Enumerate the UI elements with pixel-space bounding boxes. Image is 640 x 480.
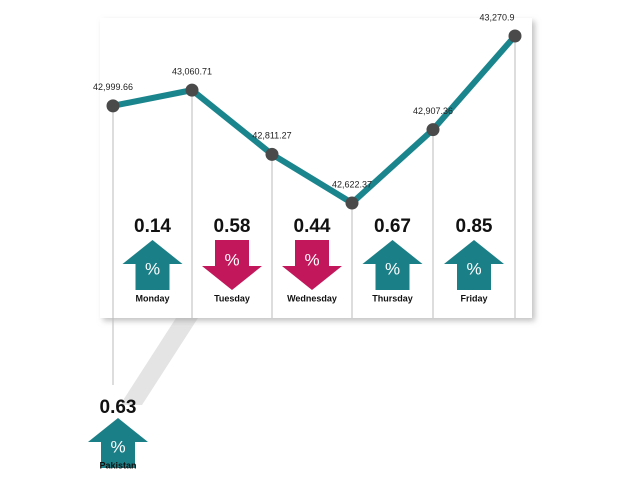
day-label: Monday xyxy=(135,293,169,303)
day-label: Thursday xyxy=(372,293,413,303)
point xyxy=(265,147,279,161)
day-label: Tuesday xyxy=(214,293,250,303)
point xyxy=(106,99,120,113)
panel-connector xyxy=(120,318,198,405)
point xyxy=(345,196,359,210)
change-arrow xyxy=(444,240,504,290)
value-label: 42,811.27 xyxy=(252,131,291,141)
change-arrow xyxy=(362,240,423,290)
point xyxy=(185,83,199,97)
value-label: 42,622.37 xyxy=(332,179,372,189)
percent-symbol: % xyxy=(466,259,481,278)
percent-symbol: % xyxy=(110,437,125,456)
change-arrow xyxy=(282,240,342,290)
price-line xyxy=(112,34,518,206)
summary-value: 0.63 xyxy=(100,397,137,418)
change-value: 0.14 xyxy=(134,216,171,237)
summary-label: Pakistan xyxy=(99,460,136,470)
change-value: 0.44 xyxy=(294,216,331,237)
percent-symbol: % xyxy=(304,250,319,269)
value-label: 42,999.66 xyxy=(93,82,133,92)
change-value: 0.67 xyxy=(374,216,411,237)
point xyxy=(426,123,440,137)
percent-symbol: % xyxy=(224,250,239,269)
day-label: Wednesday xyxy=(287,293,337,303)
value-label: 42,907.36 xyxy=(413,106,453,116)
change-value: 0.58 xyxy=(214,216,251,237)
percent-symbol: % xyxy=(145,259,160,278)
value-label: 43,060.71 xyxy=(172,67,212,77)
percent-symbol: % xyxy=(385,259,400,278)
change-arrow xyxy=(88,418,148,468)
value-label: 43,270.9 xyxy=(479,12,514,22)
change-arrow xyxy=(122,240,183,290)
change-arrow xyxy=(202,240,262,290)
day-label: Friday xyxy=(460,293,487,303)
point xyxy=(508,29,522,43)
change-value: 0.85 xyxy=(456,216,493,237)
